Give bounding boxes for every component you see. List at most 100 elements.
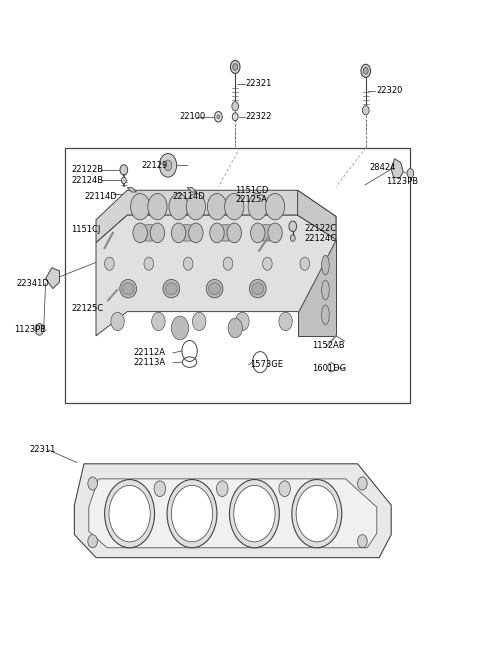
Circle shape bbox=[152, 312, 165, 331]
Circle shape bbox=[154, 481, 166, 497]
Ellipse shape bbox=[322, 305, 329, 325]
Circle shape bbox=[265, 194, 285, 220]
Circle shape bbox=[171, 485, 213, 542]
Circle shape bbox=[263, 257, 272, 270]
Circle shape bbox=[133, 223, 147, 243]
Text: 22122C: 22122C bbox=[305, 224, 337, 234]
Circle shape bbox=[225, 194, 244, 220]
Text: 22113A: 22113A bbox=[133, 358, 166, 367]
Circle shape bbox=[279, 481, 290, 497]
Circle shape bbox=[215, 112, 222, 122]
Circle shape bbox=[296, 485, 337, 542]
Circle shape bbox=[232, 113, 238, 121]
Circle shape bbox=[362, 106, 369, 115]
Circle shape bbox=[358, 535, 367, 548]
Circle shape bbox=[109, 485, 150, 542]
Text: 22129: 22129 bbox=[142, 161, 168, 170]
Circle shape bbox=[228, 318, 242, 338]
Circle shape bbox=[300, 257, 310, 270]
Circle shape bbox=[35, 323, 44, 335]
Ellipse shape bbox=[253, 224, 279, 241]
Ellipse shape bbox=[174, 224, 201, 241]
Text: 22321: 22321 bbox=[246, 79, 272, 89]
Circle shape bbox=[131, 194, 150, 220]
Text: 22125C: 22125C bbox=[71, 304, 103, 313]
Text: 22125A: 22125A bbox=[235, 195, 267, 204]
Ellipse shape bbox=[322, 280, 329, 300]
Circle shape bbox=[407, 169, 414, 178]
Polygon shape bbox=[187, 188, 197, 192]
Circle shape bbox=[148, 194, 167, 220]
Circle shape bbox=[232, 102, 239, 111]
Circle shape bbox=[207, 194, 227, 220]
Circle shape bbox=[171, 316, 189, 340]
Text: 22100: 22100 bbox=[179, 112, 205, 121]
Text: 1123PB: 1123PB bbox=[386, 176, 419, 186]
Polygon shape bbox=[96, 215, 336, 336]
Circle shape bbox=[186, 194, 205, 220]
Text: 22124C: 22124C bbox=[305, 234, 337, 243]
Circle shape bbox=[111, 312, 124, 331]
Bar bbox=[65, 148, 410, 403]
Circle shape bbox=[105, 257, 114, 270]
Circle shape bbox=[105, 480, 155, 548]
Circle shape bbox=[290, 235, 295, 241]
Text: 1123PB: 1123PB bbox=[14, 325, 47, 335]
Circle shape bbox=[216, 481, 228, 497]
Circle shape bbox=[167, 480, 217, 548]
Circle shape bbox=[229, 480, 279, 548]
Polygon shape bbox=[89, 479, 377, 548]
Circle shape bbox=[189, 223, 203, 243]
Polygon shape bbox=[74, 464, 391, 558]
Text: 1151CD: 1151CD bbox=[235, 186, 269, 195]
Circle shape bbox=[279, 312, 292, 331]
Text: 22112A: 22112A bbox=[133, 348, 166, 358]
Text: 1152AB: 1152AB bbox=[312, 341, 345, 350]
Ellipse shape bbox=[122, 283, 134, 295]
Ellipse shape bbox=[136, 224, 162, 241]
Ellipse shape bbox=[322, 255, 329, 275]
Circle shape bbox=[289, 221, 297, 232]
Circle shape bbox=[192, 312, 206, 331]
Text: 22322: 22322 bbox=[246, 112, 272, 121]
Circle shape bbox=[159, 154, 177, 177]
Circle shape bbox=[234, 485, 275, 542]
Ellipse shape bbox=[252, 283, 264, 295]
Ellipse shape bbox=[163, 279, 180, 298]
Circle shape bbox=[169, 194, 188, 220]
Polygon shape bbox=[391, 159, 403, 178]
Ellipse shape bbox=[165, 283, 178, 295]
Polygon shape bbox=[298, 239, 336, 336]
Text: 22311: 22311 bbox=[30, 445, 56, 454]
Text: 22114D: 22114D bbox=[173, 192, 205, 201]
Polygon shape bbox=[298, 190, 336, 239]
Text: 28424: 28424 bbox=[370, 163, 396, 172]
Circle shape bbox=[230, 60, 240, 73]
Text: 1151CJ: 1151CJ bbox=[71, 225, 100, 234]
Circle shape bbox=[233, 64, 238, 70]
Circle shape bbox=[227, 223, 241, 243]
Circle shape bbox=[236, 312, 249, 331]
Circle shape bbox=[150, 223, 165, 243]
Polygon shape bbox=[127, 188, 137, 192]
Text: 22341D: 22341D bbox=[17, 279, 49, 288]
Circle shape bbox=[217, 115, 220, 119]
Ellipse shape bbox=[250, 279, 266, 298]
Text: 22320: 22320 bbox=[376, 86, 403, 95]
Circle shape bbox=[121, 177, 126, 184]
Circle shape bbox=[248, 194, 267, 220]
Circle shape bbox=[144, 257, 154, 270]
Circle shape bbox=[88, 535, 97, 548]
Text: 1573GE: 1573GE bbox=[250, 360, 283, 369]
Circle shape bbox=[171, 223, 186, 243]
Text: 22124B: 22124B bbox=[71, 176, 103, 185]
Circle shape bbox=[210, 223, 224, 243]
Ellipse shape bbox=[120, 279, 136, 298]
Circle shape bbox=[358, 477, 367, 490]
Ellipse shape bbox=[206, 279, 223, 298]
Polygon shape bbox=[96, 190, 336, 243]
Circle shape bbox=[223, 257, 233, 270]
Circle shape bbox=[363, 68, 368, 74]
Ellipse shape bbox=[212, 224, 239, 241]
Circle shape bbox=[88, 477, 97, 490]
